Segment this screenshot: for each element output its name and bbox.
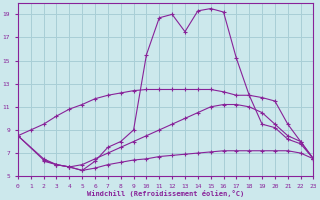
X-axis label: Windchill (Refroidissement éolien,°C): Windchill (Refroidissement éolien,°C) (87, 190, 244, 197)
